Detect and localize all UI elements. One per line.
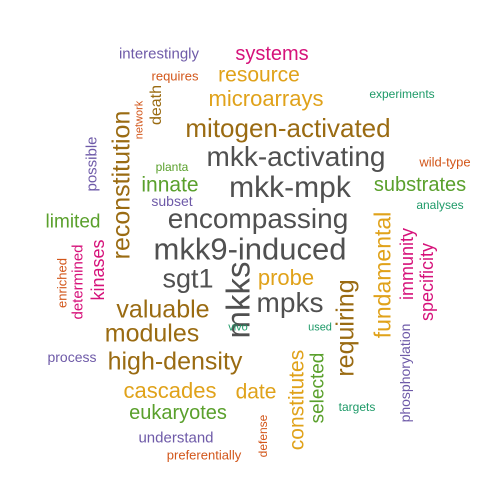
- word-requiring: requiring: [331, 279, 360, 377]
- word-requires: requires: [151, 68, 199, 84]
- word-mpks: mpks: [256, 287, 324, 318]
- word-probe: probe: [257, 265, 315, 290]
- word-wild-type: wild-type: [419, 154, 471, 170]
- word-high-density: high-density: [107, 347, 243, 376]
- word-date: date: [235, 380, 277, 404]
- word-fundamental: fundamental: [369, 211, 396, 339]
- word-microarrays: microarrays: [208, 86, 324, 111]
- word-selected: selected: [307, 352, 329, 424]
- word-experiments: experiments: [369, 87, 435, 101]
- word-encompassing: encompassing: [167, 203, 349, 234]
- word-eukaryotes: eukaryotes: [129, 402, 227, 424]
- word-process: process: [47, 349, 97, 365]
- word-innate: innate: [141, 173, 199, 197]
- word-resource: resource: [218, 63, 300, 87]
- word-sgt1: sgt1: [162, 263, 214, 294]
- word-constitutes: constitutes: [285, 349, 309, 451]
- word-vivo: vivo: [228, 321, 248, 334]
- word-systems: systems: [235, 43, 309, 65]
- word-cascades: cascades: [123, 378, 217, 403]
- word-understand: understand: [138, 429, 214, 447]
- word-analyses: analyses: [416, 198, 464, 212]
- word-preferentially: preferentially: [166, 447, 242, 463]
- word-network: network: [133, 100, 146, 140]
- word-mkk-activating: mkk-activating: [206, 141, 386, 172]
- word-reconstitution: reconstitution: [107, 110, 136, 260]
- word-used: used: [308, 321, 332, 334]
- word-modules: modules: [104, 319, 200, 348]
- word-substrates: substrates: [373, 174, 467, 196]
- word-interestingly: interestingly: [118, 45, 200, 63]
- word-mkk-mpk: mkk-mpk: [229, 171, 351, 204]
- word-limited: limited: [45, 211, 101, 233]
- word-defense: defense: [256, 414, 270, 458]
- word-targets: targets: [338, 400, 376, 414]
- word-phosphorylation: phosphorylation: [397, 323, 413, 423]
- word-immunity: immunity: [397, 227, 417, 301]
- word-death: death: [148, 84, 165, 126]
- word-planta: planta: [155, 160, 189, 174]
- word-enriched: enriched: [54, 258, 70, 308]
- word-possible: possible: [83, 136, 101, 192]
- word-mitogen-activated: mitogen-activated: [185, 113, 391, 143]
- word-mkk9-induced: mkk9-induced: [153, 231, 347, 267]
- word-determined: determined: [69, 244, 87, 320]
- word-subset: subset: [151, 193, 193, 209]
- word-valuable: valuable: [116, 295, 210, 324]
- word-kinases: kinases: [88, 239, 108, 301]
- word-specificity: specificity: [417, 242, 437, 322]
